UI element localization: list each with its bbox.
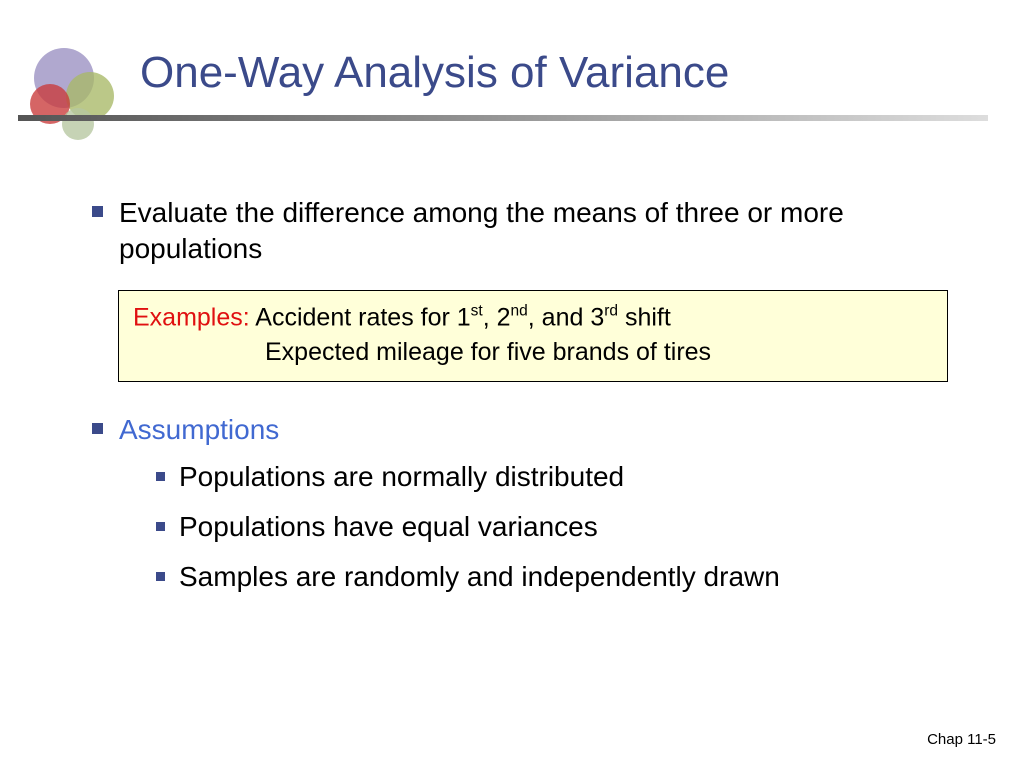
- bullet-square-icon: [92, 423, 103, 434]
- sub-bullet-1: Populations are normally distributed: [156, 459, 962, 495]
- bullet-1-text: Evaluate the difference among the means …: [119, 195, 962, 268]
- examples-box: Examples: Accident rates for 1st, 2nd, a…: [118, 290, 948, 382]
- example-line-1: Examples: Accident rates for 1st, 2nd, a…: [133, 303, 933, 332]
- ex1-sup3: rd: [604, 303, 618, 320]
- ex1-suffix: shift: [618, 303, 671, 331]
- ex1-prefix: Accident rates for 1: [250, 303, 471, 331]
- slide-title: One-Way Analysis of Variance: [140, 48, 729, 98]
- bullet-square-icon: [156, 472, 165, 481]
- sub-bullet-3: Samples are randomly and independently d…: [156, 559, 962, 595]
- content-area: Evaluate the difference among the means …: [92, 195, 962, 610]
- bullet-2: Assumptions: [92, 412, 962, 448]
- ex1-sup1: st: [471, 303, 483, 320]
- sub1-text: Populations are normally distributed: [179, 459, 624, 495]
- bullet-2-text: Assumptions: [119, 412, 279, 448]
- bullet-square-icon: [156, 572, 165, 581]
- sub-bullet-2: Populations have equal variances: [156, 509, 962, 545]
- bullet-1: Evaluate the difference among the means …: [92, 195, 962, 268]
- example-line-2: Expected mileage for five brands of tire…: [133, 338, 933, 367]
- ex1-sup2: nd: [511, 303, 528, 320]
- footer-page-label: Chap 11-5: [927, 731, 996, 748]
- sub3-text: Samples are randomly and independently d…: [179, 559, 780, 595]
- bullet-square-icon: [156, 522, 165, 531]
- ex1-mid2: , and 3: [528, 303, 604, 331]
- ex1-mid: , 2: [483, 303, 511, 331]
- bullet-square-icon: [92, 206, 103, 217]
- logo-circles: [20, 48, 140, 148]
- sub2-text: Populations have equal variances: [179, 509, 598, 545]
- title-underline: [18, 115, 988, 121]
- assumptions-sublist: Populations are normally distributed Pop…: [156, 459, 962, 596]
- examples-label: Examples:: [133, 303, 250, 331]
